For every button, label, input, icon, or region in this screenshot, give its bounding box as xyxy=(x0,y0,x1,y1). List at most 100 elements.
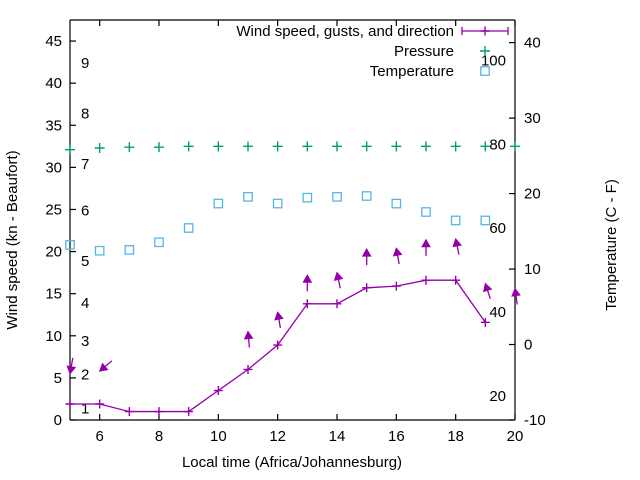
data-point-marker xyxy=(450,141,461,152)
data-point-marker xyxy=(94,245,105,256)
left-axis-tick-label: 25 xyxy=(45,201,62,218)
left-axis-tick-label: 35 xyxy=(45,117,62,134)
data-point-marker xyxy=(450,215,461,226)
data-point-marker xyxy=(184,407,194,417)
data-point-marker xyxy=(124,407,134,417)
data-point-marker xyxy=(480,215,491,226)
data-point-marker xyxy=(94,143,105,153)
chart-legend: Wind speed, gusts, and direction Pressure… xyxy=(236,23,509,80)
data-point-marker xyxy=(243,191,253,202)
data-point-marker xyxy=(302,299,312,309)
left-axis-tick-label: 15 xyxy=(45,286,62,303)
y-axis-title-left: Wind speed (kn - Beaufort) xyxy=(4,150,21,329)
data-point-marker xyxy=(510,141,520,152)
wind-arrow-head xyxy=(392,247,403,257)
bottom-axis: 6 8 10 12 14 16 18 20 xyxy=(95,20,523,445)
data-point-marker xyxy=(332,191,342,202)
wind-arrow-head xyxy=(452,237,462,248)
data-point-marker xyxy=(302,141,313,152)
data-point-marker xyxy=(480,141,491,152)
bottom-axis-tick-label: 12 xyxy=(269,428,286,445)
data-point-marker xyxy=(391,198,402,209)
data-point-marker xyxy=(361,191,372,201)
wind-arrow-head xyxy=(302,274,313,283)
left-axis-tick-label: 0 xyxy=(54,412,62,429)
wind-arrow-head xyxy=(361,248,372,257)
data-point-marker xyxy=(124,142,135,153)
bottom-axis-tick-label: 6 xyxy=(95,428,103,445)
wind-arrow-head xyxy=(274,311,284,321)
data-point-marker xyxy=(65,144,75,155)
wind-arrow-head xyxy=(98,362,109,372)
data-point-marker xyxy=(154,237,164,248)
fahrenheit-label: 40 xyxy=(489,304,506,321)
bottom-axis-tick-label: 20 xyxy=(507,428,524,445)
data-point-marker xyxy=(65,239,75,250)
beaufort-label: 3 xyxy=(81,333,89,350)
beaufort-label: 9 xyxy=(81,55,89,72)
data-point-marker xyxy=(243,141,253,152)
data-point-marker xyxy=(391,281,401,291)
data-point-marker xyxy=(362,283,372,293)
data-point-marker xyxy=(213,141,224,152)
right-axis-fahrenheit-labels: 20 40 60 80 100 xyxy=(481,52,506,404)
series-wind-speed xyxy=(65,275,490,417)
y-axis-title-right: Temperature (C - F) xyxy=(603,179,620,311)
beaufort-label: 6 xyxy=(81,202,89,219)
plot-frame xyxy=(69,19,516,421)
beaufort-label: 1 xyxy=(81,400,89,417)
right-axis-tick-label: 20 xyxy=(524,186,541,203)
x-axis-title: Local time (Africa/Johannesburg) xyxy=(182,454,402,471)
right-axis-tick-label: 10 xyxy=(524,261,541,278)
bottom-axis-tick-label: 18 xyxy=(447,428,464,445)
data-point-marker xyxy=(332,299,342,309)
data-point-marker xyxy=(154,142,164,153)
data-point-marker xyxy=(154,407,164,417)
data-point-marker xyxy=(272,141,283,152)
fahrenheit-label: 100 xyxy=(481,52,506,69)
right-axis-tick-label: 40 xyxy=(524,35,541,52)
left-axis-tick-label: 40 xyxy=(45,75,62,92)
fahrenheit-label: 80 xyxy=(489,136,506,153)
data-point-marker xyxy=(272,198,283,209)
beaufort-label: 4 xyxy=(81,295,89,312)
bottom-axis-tick-label: 16 xyxy=(388,428,405,445)
data-point-marker xyxy=(95,399,105,409)
right-axis-tick-label: 0 xyxy=(524,337,532,354)
bottom-axis-tick-label: 8 xyxy=(155,428,163,445)
bottom-axis-tick-label: 14 xyxy=(329,428,346,445)
beaufort-label: 7 xyxy=(81,156,89,173)
wind-arrow-head xyxy=(333,271,344,281)
wind-direction-arrows xyxy=(66,237,521,375)
data-point-marker xyxy=(124,245,135,255)
series-temperature xyxy=(65,191,491,256)
beaufort-label: 5 xyxy=(81,253,89,270)
left-axis: 0 5 10 15 20 25 30 35 40 45 xyxy=(45,33,76,429)
data-point-marker xyxy=(361,141,372,152)
data-point-marker xyxy=(421,207,431,217)
data-point-marker xyxy=(273,340,283,350)
left-axis-tick-label: 30 xyxy=(45,159,62,176)
wind-arrow-head xyxy=(421,238,431,248)
data-point-marker xyxy=(243,364,253,374)
bottom-axis-tick-label: 10 xyxy=(210,428,227,445)
legend-label-0: Wind speed, gusts, and direction xyxy=(236,23,454,40)
data-point-marker xyxy=(65,399,75,409)
left-axis-tick-label: 20 xyxy=(45,244,62,261)
data-point-marker xyxy=(183,223,194,233)
data-point-marker xyxy=(480,46,490,56)
data-point-marker xyxy=(480,66,490,76)
data-point-marker xyxy=(183,141,194,152)
beaufort-label: 2 xyxy=(81,367,89,384)
legend-label-2: Temperature xyxy=(370,63,454,80)
wind-arrow-head xyxy=(511,287,521,297)
data-point-marker xyxy=(451,275,461,285)
beaufort-label: 8 xyxy=(81,106,89,123)
data-point-marker xyxy=(213,198,224,209)
wind-arrow-head xyxy=(66,365,77,375)
right-axis-celsius: -10 0 10 20 30 40 xyxy=(509,35,546,429)
left-axis-tick-label: 10 xyxy=(45,328,62,345)
right-axis-tick-label: -10 xyxy=(524,412,546,429)
